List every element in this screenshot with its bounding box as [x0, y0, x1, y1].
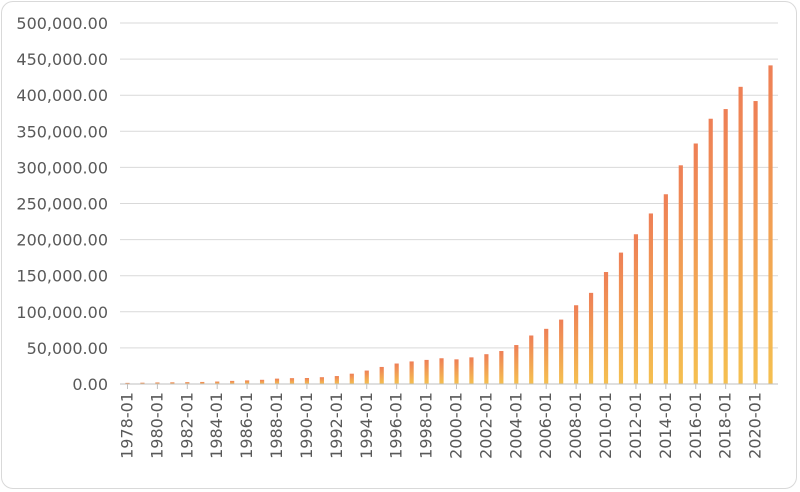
x-tick-label: 2006-01 — [536, 392, 555, 459]
x-tick-label: 2020-01 — [746, 392, 765, 459]
bar-1997-01 — [409, 361, 414, 384]
bar-1991-01 — [319, 377, 324, 384]
y-tick-label: 100,000.00 — [16, 303, 108, 322]
bar-2011-01 — [618, 252, 624, 384]
bar-2005-01 — [529, 335, 534, 384]
bar-2009-01 — [588, 292, 594, 384]
y-tick-label: 350,000.00 — [16, 122, 108, 141]
bar-2017-01 — [708, 118, 713, 385]
y-tick-label: 500,000.00 — [16, 14, 108, 33]
x-tick-label: 1996-01 — [387, 392, 406, 459]
bar-1982-01 — [185, 382, 190, 384]
bar-1992-01 — [334, 376, 339, 384]
x-tick-label: 2016-01 — [686, 392, 705, 459]
x-tick-label: 1986-01 — [237, 392, 256, 459]
bar-1980-01 — [155, 382, 160, 384]
y-tick-label: 50,000.00 — [27, 339, 108, 358]
bar-2014-01 — [663, 194, 668, 384]
bar-2016-01 — [693, 143, 698, 384]
x-tick-label: 1980-01 — [147, 392, 166, 459]
bar-1998-01 — [424, 359, 429, 384]
x-tick-label: 1994-01 — [357, 392, 376, 459]
y-axis-tick-labels: 0.00 50,000.00 100,000.00 150,000.00 200,000… — [16, 14, 108, 394]
y-tick-label: 450,000.00 — [16, 50, 108, 69]
x-tick-label: 2002-01 — [476, 392, 495, 459]
bar-2020-01 — [753, 101, 758, 384]
bar-2018-01 — [723, 109, 728, 384]
bar-2008-01 — [574, 305, 579, 384]
bar-1979-01 — [140, 382, 145, 384]
bar-1996-01 — [394, 363, 399, 384]
y-tick-label: 150,000.00 — [16, 267, 108, 286]
x-tick-label: 2018-01 — [716, 392, 735, 459]
x-tick-label: 2008-01 — [566, 392, 585, 459]
bar-1978-01 — [125, 382, 130, 384]
bar-1988-01 — [274, 378, 280, 384]
bar-2003-01 — [499, 351, 504, 384]
x-tick-label: 1978-01 — [117, 392, 136, 459]
bar-2006-01 — [544, 328, 549, 384]
bar-2010-01 — [603, 272, 609, 384]
bar-2001-01 — [469, 357, 474, 384]
bar-2019-01 — [738, 86, 743, 384]
y-tick-label: 200,000.00 — [16, 231, 108, 250]
bar-2002-01 — [484, 354, 489, 384]
bar-2007-01 — [559, 319, 564, 384]
bar-1984-01 — [215, 381, 220, 384]
x-tick-label: 2004-01 — [506, 392, 525, 459]
bar-2015-01 — [678, 165, 683, 384]
x-tick-label: 1982-01 — [177, 392, 196, 459]
bar-1990-01 — [304, 378, 310, 384]
bar-2013-01 — [648, 213, 653, 384]
bar-1989-01 — [289, 378, 295, 384]
y-tick-label: 300,000.00 — [16, 158, 108, 177]
x-tick-label: 1992-01 — [327, 392, 346, 459]
bar-1981-01 — [170, 382, 175, 384]
x-tick-label: 2012-01 — [626, 392, 645, 459]
y-tick-label: 250,000.00 — [16, 195, 108, 214]
bar-2000-01 — [454, 359, 459, 384]
x-tick-label: 1998-01 — [417, 392, 436, 459]
bar-1994-01 — [364, 370, 369, 384]
bar-1993-01 — [349, 373, 354, 384]
bar-2012-01 — [633, 234, 639, 384]
x-tick-label: 1988-01 — [267, 392, 286, 459]
x-tick-label: 1984-01 — [207, 392, 226, 459]
bar-2021-01 — [768, 65, 773, 384]
bar-1986-01 — [245, 380, 250, 384]
bar-1985-01 — [230, 380, 235, 384]
bars — [125, 65, 773, 385]
y-tick-label: 400,000.00 — [16, 86, 108, 105]
y-tick-label: 0.00 — [72, 375, 108, 394]
x-tick-label: 2014-01 — [656, 392, 675, 459]
gridlines — [120, 22, 778, 349]
bar-1995-01 — [379, 366, 384, 384]
bar-2004-01 — [514, 345, 519, 384]
x-tick-label: 2000-01 — [446, 392, 465, 459]
bar-1987-01 — [259, 379, 265, 384]
x-axis-tick-labels: 1978-01 1980-01 1982-01 1984-01 1986-01 1988-… — [117, 384, 765, 459]
x-tick-label: 1990-01 — [297, 392, 316, 459]
bar-1999-01 — [439, 358, 444, 384]
bar-1983-01 — [200, 381, 205, 384]
x-tick-label: 2010-01 — [596, 392, 615, 459]
